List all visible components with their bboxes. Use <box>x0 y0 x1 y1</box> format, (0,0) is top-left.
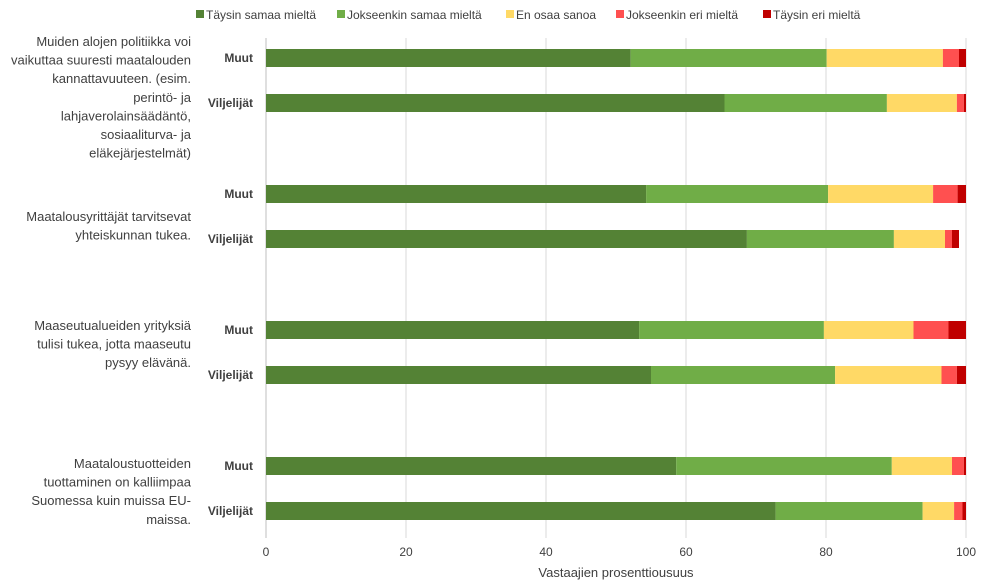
bar-segment <box>266 94 725 112</box>
bar-segment <box>945 230 952 248</box>
bar-segment <box>942 49 959 67</box>
legend-swatch <box>337 10 345 18</box>
bar-segment <box>775 502 923 520</box>
x-tick-label: 40 <box>539 545 553 559</box>
legend-entry: Täysin samaa mieltä <box>206 8 316 22</box>
bar-label: Muut <box>224 187 253 201</box>
category-label-line: pysyy elävänä. <box>105 355 191 370</box>
legend-swatch <box>506 10 514 18</box>
legend-entry: Täysin eri mieltä <box>773 8 861 22</box>
legend-entry: En osaa sanoa <box>516 8 596 22</box>
bar-segment <box>828 185 934 203</box>
category-label-line: maissa. <box>146 512 191 527</box>
x-axis: Vastaajien prosenttiousuus 0 20 40 60 80 100 <box>263 545 977 580</box>
bar-segment <box>823 321 914 339</box>
category-label-line: perintö- ja <box>133 90 192 105</box>
bar-segment <box>266 321 640 339</box>
bar-segment <box>963 94 966 112</box>
bar-label: Muut <box>224 323 253 337</box>
category-label-line: Maataloustuotteiden <box>74 456 191 471</box>
category-label-line: sosiaaliturva- ja <box>101 127 192 142</box>
gridlines <box>265 38 967 538</box>
bar-segment <box>266 366 651 384</box>
bars <box>266 49 966 520</box>
bar-segment <box>676 457 892 475</box>
bar-segment <box>646 185 829 203</box>
x-axis-title: Vastaajien prosenttiousuus <box>538 565 694 580</box>
category-labels: Muut Viljelijät Muiden alojen politiikka v… <box>11 34 253 527</box>
category-label-line: Maaseutualueiden yrityksiä <box>34 318 192 333</box>
bar-segment <box>724 94 887 112</box>
bar-segment <box>266 49 631 67</box>
bar-segment <box>266 185 647 203</box>
bar-label: Muut <box>224 459 253 473</box>
bar-segment <box>933 185 958 203</box>
bar-segment <box>886 94 957 112</box>
x-tick-label: 20 <box>399 545 413 559</box>
category-label-line: Muiden alojen politiikka voi <box>36 34 191 49</box>
category-label-line: Suomessa kuin muissa EU- <box>31 493 191 508</box>
bar-label: Viljelijät <box>208 232 253 246</box>
legend-entry: Jokseenkin samaa mieltä <box>347 8 482 22</box>
bar-segment <box>956 94 964 112</box>
bar-segment <box>956 366 966 384</box>
category-label-line: eläkejärjestelmät) <box>89 146 191 161</box>
legend-swatch <box>763 10 771 18</box>
bar-segment <box>639 321 824 339</box>
bar-segment <box>962 502 966 520</box>
legend-swatch <box>616 10 624 18</box>
bar-label: Muut <box>224 51 253 65</box>
x-tick-label: 0 <box>263 545 270 559</box>
bar-segment <box>954 502 963 520</box>
bar-segment <box>826 49 943 67</box>
category-label-line: lahjaverolainsäädäntö, <box>61 108 191 123</box>
bar-segment <box>266 457 677 475</box>
legend-entry: Jokseenkin eri mieltä <box>626 8 738 22</box>
bar-segment <box>948 321 966 339</box>
bar-segment <box>266 230 747 248</box>
bar-label: Viljelijät <box>208 504 253 518</box>
bar-segment <box>651 366 836 384</box>
x-tick-label: 80 <box>819 545 833 559</box>
bar-segment <box>913 321 949 339</box>
bar-segment <box>746 230 894 248</box>
bar-segment <box>630 49 827 67</box>
x-tick-label: 100 <box>956 545 976 559</box>
bar-label: Viljelijät <box>208 368 253 382</box>
legend-swatch <box>196 10 204 18</box>
bar-segment <box>952 457 964 475</box>
bar-segment <box>835 366 942 384</box>
bar-segment <box>893 230 945 248</box>
category-label-line: tulisi tukea, jotta maaseutu <box>37 337 191 352</box>
category-label-line: vaikuttaa suuresti maatalouden <box>11 53 191 68</box>
bar-segment <box>957 185 966 203</box>
x-tick-label: 60 <box>679 545 693 559</box>
bar-label: Viljelijät <box>208 96 253 110</box>
bar-segment <box>922 502 955 520</box>
category-label-line: yhteiskunnan tukea. <box>75 228 191 243</box>
category-label-line: tuottaminen on kalliimpaa <box>44 475 192 490</box>
category-label-line: Maatalousyrittäjät tarvitsevat <box>26 209 191 224</box>
bar-segment <box>891 457 952 475</box>
bar-segment <box>266 502 776 520</box>
bar-segment <box>959 49 966 67</box>
bar-segment <box>963 457 966 475</box>
legend: Täysin samaa mieltä Jokseenkin samaa miel… <box>196 8 861 22</box>
category-label-line: kannattavuuteen. (esim. <box>52 71 191 86</box>
bar-segment <box>952 230 959 248</box>
bar-segment <box>941 366 957 384</box>
